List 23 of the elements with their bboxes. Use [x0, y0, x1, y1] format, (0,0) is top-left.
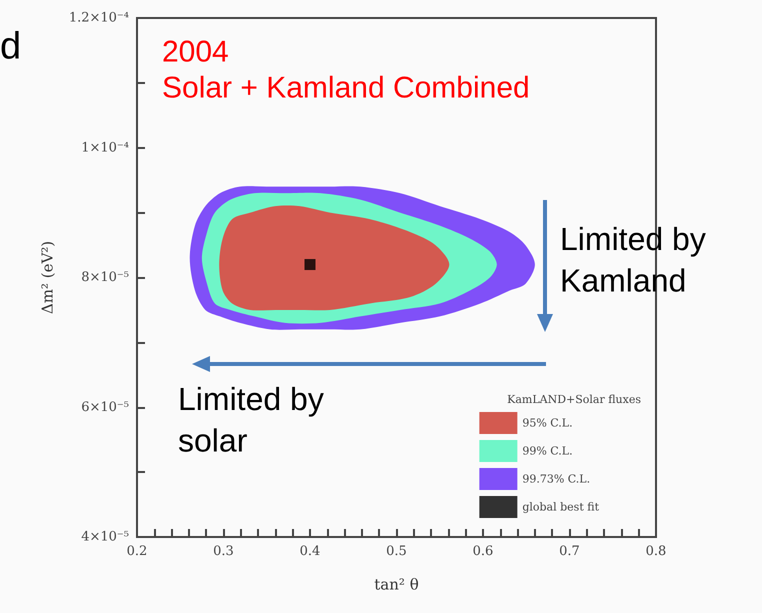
x-tick-label: 0.7 — [559, 544, 580, 559]
x-axis-title: tan² θ — [374, 576, 419, 594]
legend-label: 95% C.L. — [522, 416, 573, 430]
y-tick-label: 8×10⁻⁵ — [81, 270, 129, 285]
x-tick-label: 0.5 — [386, 544, 407, 559]
legend-label: 99.73% C.L. — [522, 472, 590, 486]
x-tick-label: 0.4 — [300, 544, 320, 559]
annotation: Limited by solar — [178, 380, 333, 458]
y-tick-label: 4×10⁻⁵ — [81, 530, 129, 544]
x-tick-label: 0.8 — [646, 544, 666, 559]
x-tick-label: 0.3 — [213, 544, 234, 559]
legend-label: global best fit — [522, 500, 600, 514]
legend-title: KamLAND+Solar fluxes — [507, 393, 642, 406]
y-axis-title: Δm² (eV²) — [38, 240, 56, 314]
text: 2004 — [162, 36, 229, 68]
x-tick-label: 0.2 — [126, 544, 148, 559]
y-tick-label: 6×10⁻⁵ — [81, 400, 129, 415]
y-tick-label: 1×10⁻⁴ — [81, 140, 129, 156]
y-tick-label: 1.2×10⁻⁴ — [68, 10, 129, 26]
text: Solar + Kamland Combined — [162, 72, 530, 104]
x-tick-label: 0.6 — [472, 544, 494, 559]
legend-label: 99% C.L. — [522, 444, 573, 458]
text: d — [0, 26, 22, 68]
